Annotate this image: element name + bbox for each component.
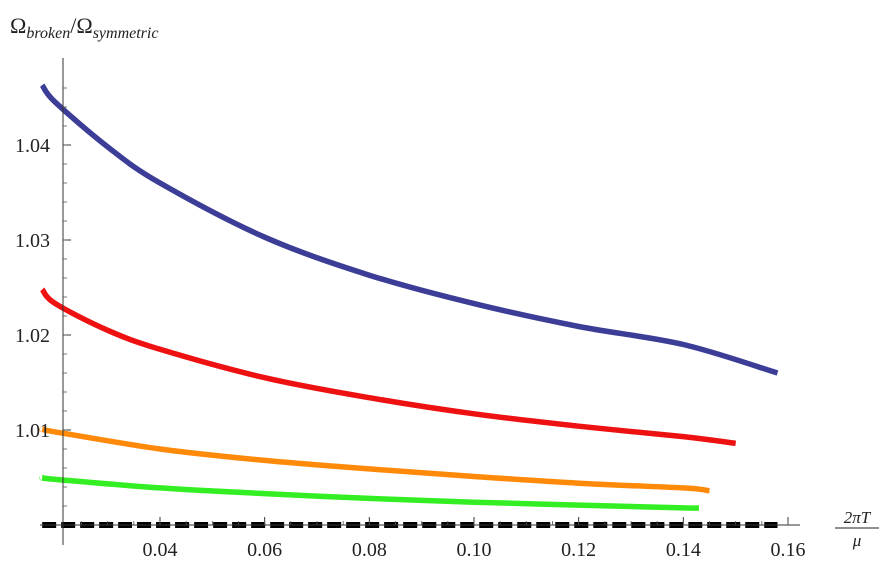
y-title-omega-1: Ω	[10, 13, 26, 38]
y-tick-label: 1.03	[15, 230, 50, 252]
y-tick-label: 1.01	[15, 420, 50, 442]
x-tick-label: 0.14	[666, 539, 701, 561]
x-axis-title: 2πT μ	[835, 508, 879, 550]
x-tick-label: 0.08	[352, 539, 387, 561]
plot-lines	[42, 85, 777, 525]
y-title-sub-broken: broken	[26, 25, 70, 42]
x-tick-label: 0.06	[247, 539, 282, 561]
y-title-omega-2: Ω	[76, 13, 92, 38]
y-axis-title: Ωbroken/Ωsymmetric	[10, 13, 158, 42]
x-tick-label: 0.12	[561, 539, 596, 561]
series-line-3	[42, 429, 709, 491]
y-title-sub-symmetric: symmetric	[93, 25, 159, 42]
x-tick-label: 0.04	[143, 539, 178, 561]
x-tick-label: 0.10	[457, 539, 492, 561]
x-tick-label: 0.16	[771, 539, 806, 561]
y-tick-label: 1.02	[15, 325, 50, 347]
x-title-numerator: 2πT	[844, 508, 872, 527]
series-line-2	[42, 289, 736, 443]
x-title-denominator: μ	[852, 531, 862, 550]
series-line-1	[42, 85, 777, 373]
y-tick-label: 1.04	[15, 135, 50, 157]
